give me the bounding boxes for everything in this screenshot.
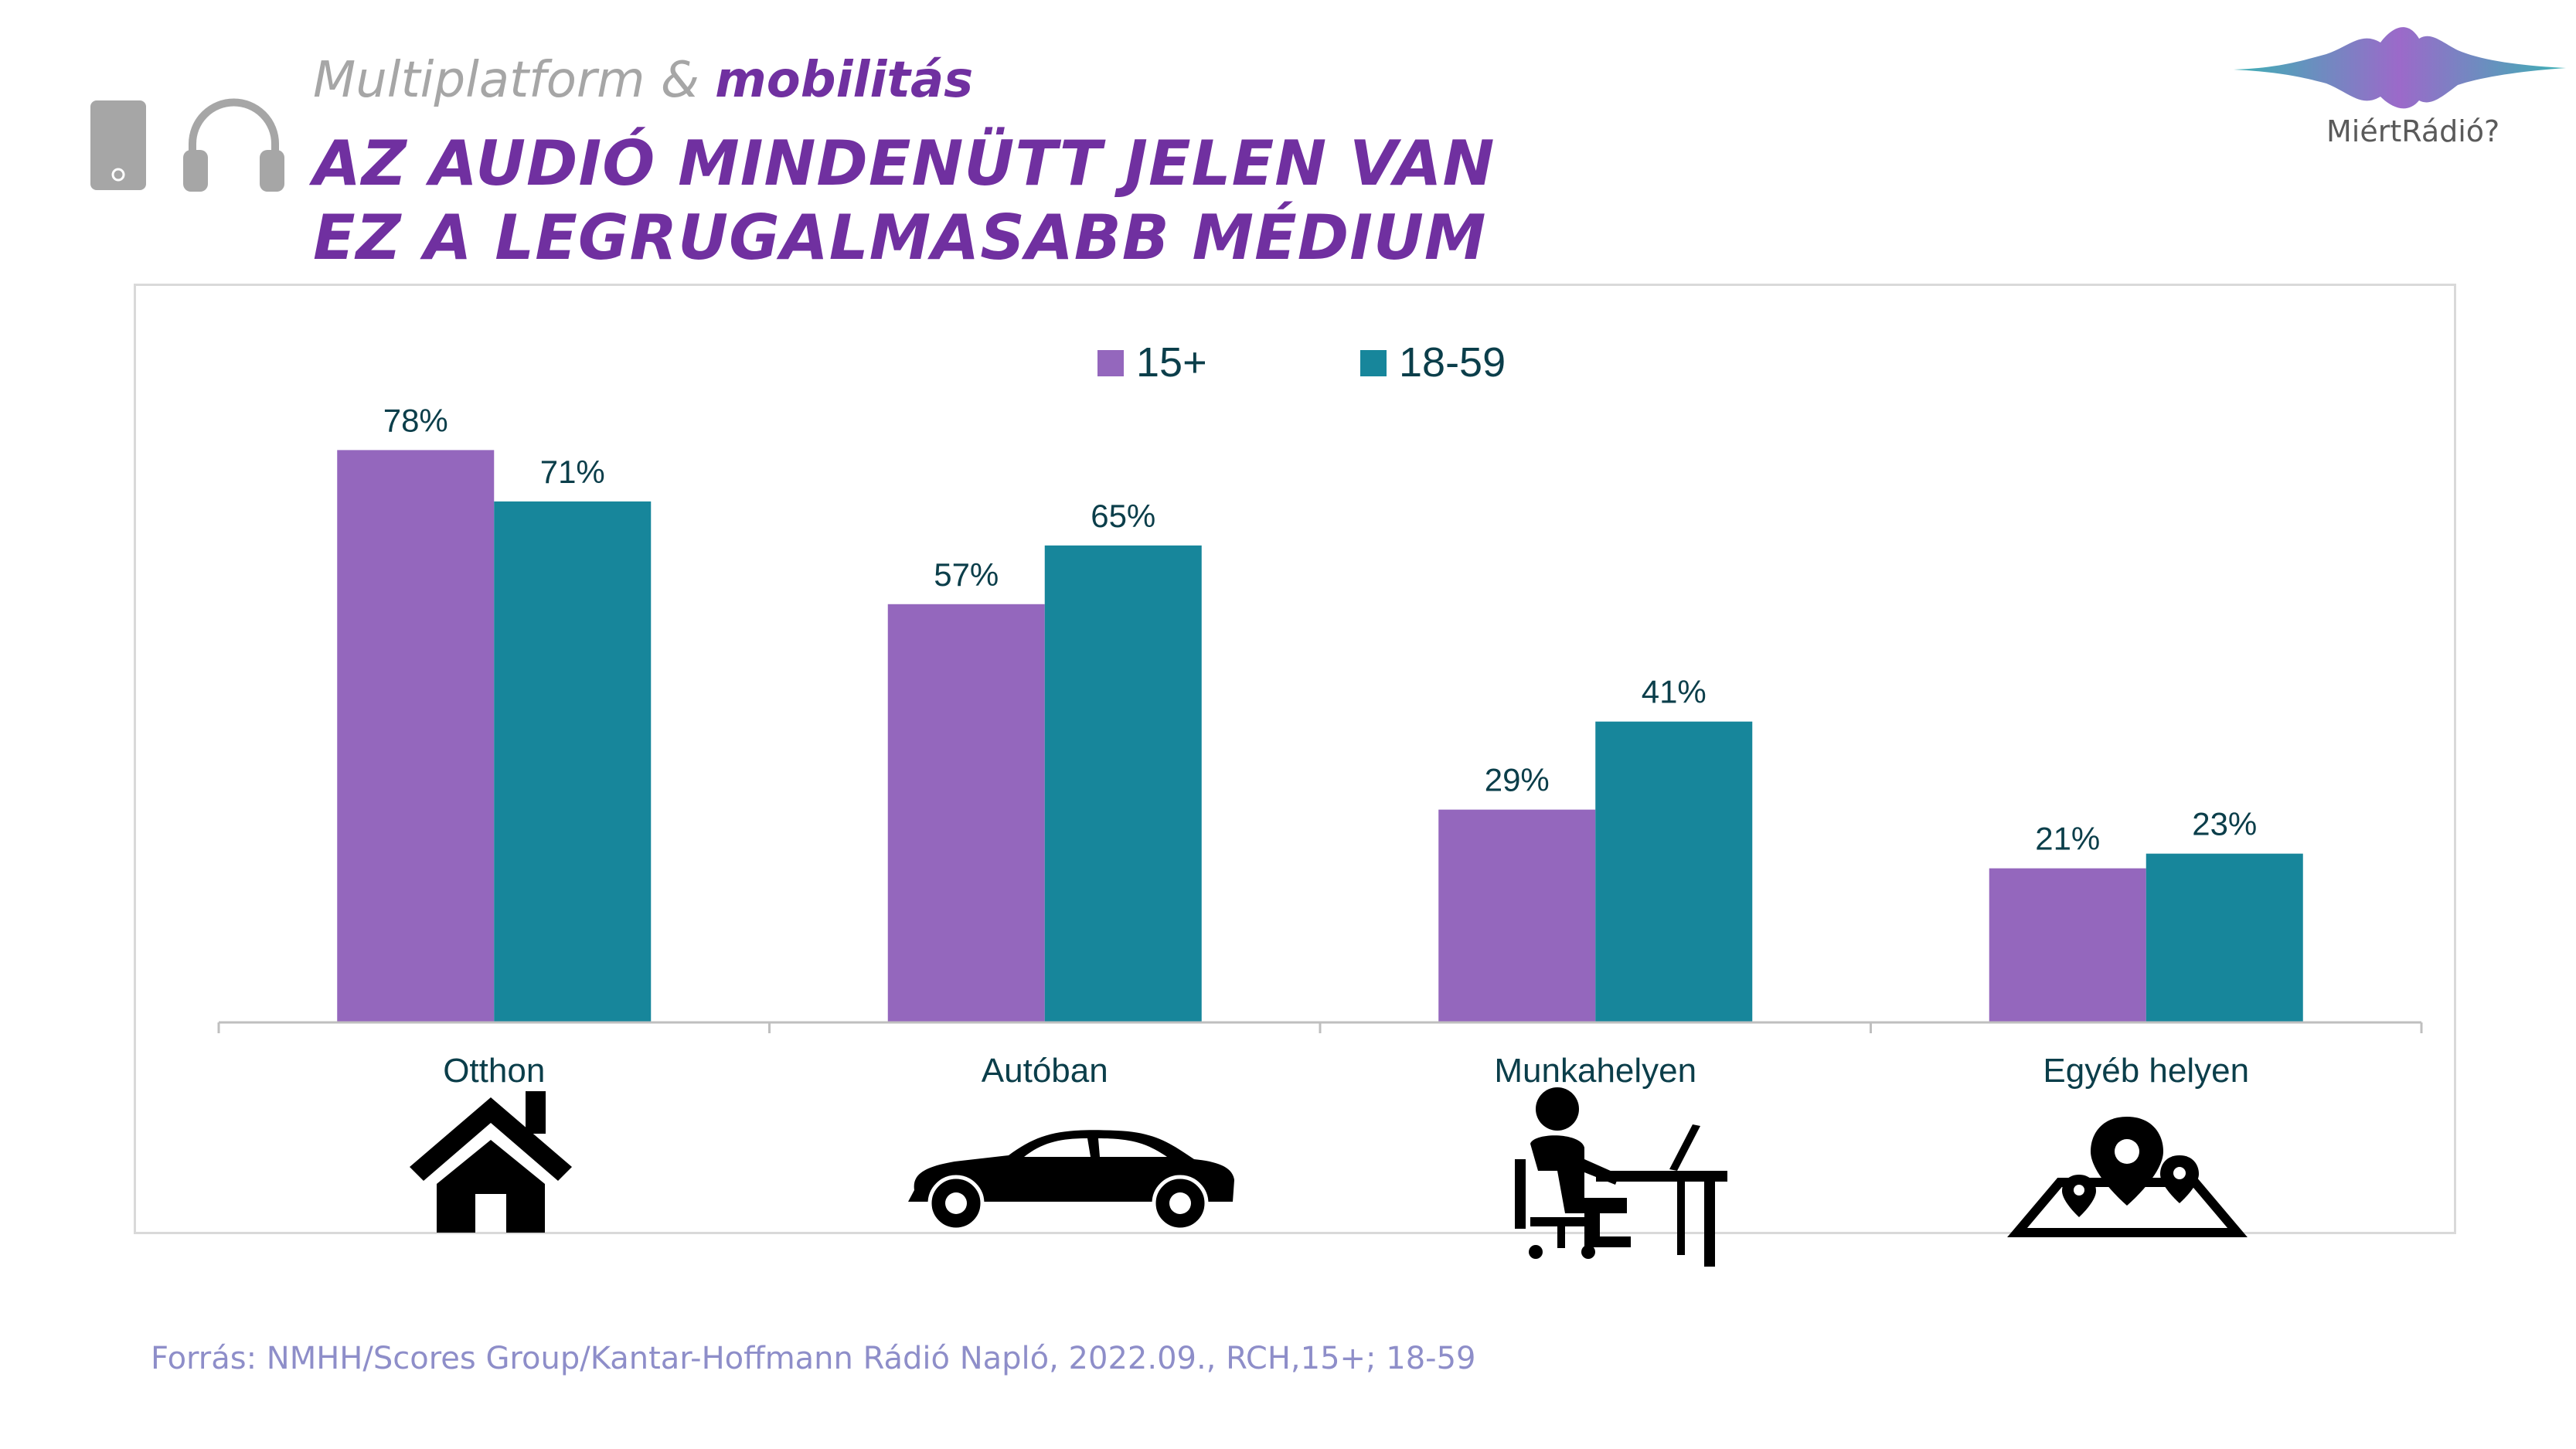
- category-label: Otthon: [443, 1052, 545, 1090]
- legend-swatch: [1360, 350, 1387, 376]
- data-label: 57%: [934, 556, 999, 593]
- logo-waveform-icon: [2234, 27, 2566, 109]
- chart-frame: [134, 284, 2456, 1234]
- bar-series2-1: [1044, 545, 1202, 1022]
- category-label: Munkahelyen: [1494, 1052, 1696, 1090]
- data-label: 29%: [1485, 762, 1550, 798]
- bar-series2-0: [494, 501, 652, 1022]
- car-icon: [908, 1130, 1234, 1232]
- kicker-text: Multiplatform & mobilitás: [313, 52, 974, 109]
- legend-label: 15+: [1136, 339, 1207, 386]
- worker-at-desk-icon: [1515, 1087, 1727, 1267]
- data-label: 41%: [1642, 674, 1707, 710]
- data-label: 65%: [1091, 498, 1155, 534]
- phone-icon: [90, 100, 146, 190]
- data-label: 71%: [540, 454, 605, 490]
- logo-text: MiértRádió?: [2326, 114, 2500, 148]
- data-label: 78%: [383, 402, 448, 438]
- page-title-line-2: EZ A LEGRUGALMASABB MÉDIUM: [313, 202, 1487, 274]
- house-icon: [410, 1091, 572, 1233]
- bar-series1-1: [887, 604, 1045, 1022]
- page-title-line-1: AZ AUDIÓ MINDENÜTT JELEN VAN: [313, 128, 1496, 199]
- category-label: Autóban: [982, 1052, 1108, 1090]
- bar-series2-2: [1595, 721, 1753, 1022]
- headphones-icon: [183, 98, 284, 192]
- legend-swatch: [1097, 350, 1124, 376]
- map-pin-icon: [2007, 1117, 2248, 1237]
- category-label: Egyéb helyen: [2043, 1052, 2249, 1090]
- bar-series1-3: [1989, 868, 2146, 1022]
- data-label: 21%: [2035, 821, 2100, 857]
- bar-series2-3: [2146, 853, 2303, 1022]
- data-label: 23%: [2192, 806, 2257, 842]
- bar-series1-2: [1438, 809, 1596, 1022]
- legend-label: 18-59: [1399, 339, 1506, 386]
- source-note: Forrás: NMHH/Scores Group/Kantar-Hoffman…: [151, 1341, 1476, 1376]
- bar-series1-0: [337, 450, 495, 1022]
